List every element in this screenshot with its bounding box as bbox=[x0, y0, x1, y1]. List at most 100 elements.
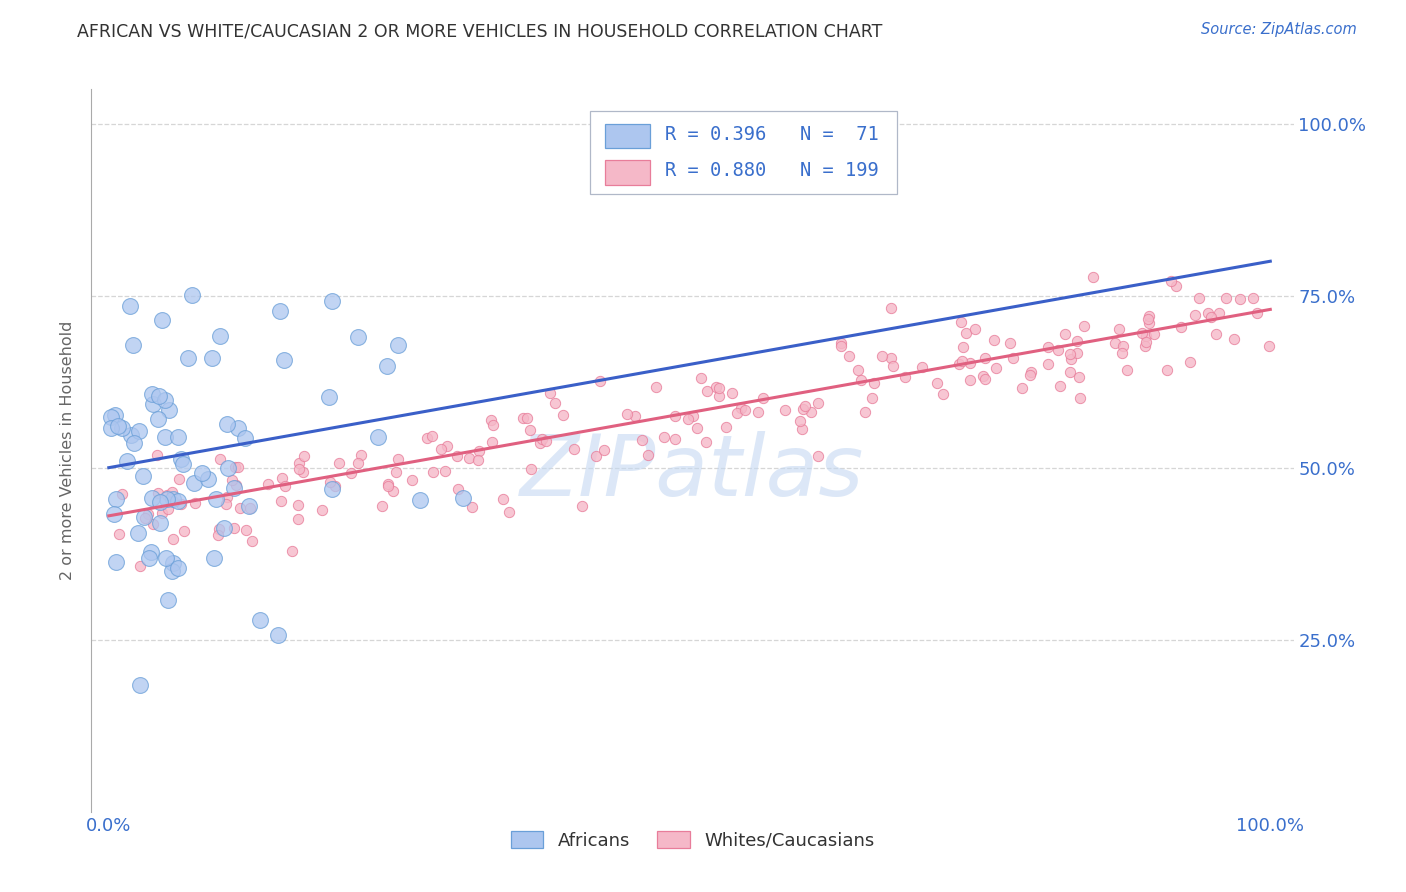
Point bbox=[1133, 339, 1156, 353]
Point bbox=[1111, 346, 1133, 360]
Point bbox=[416, 431, 439, 445]
Point bbox=[730, 401, 752, 416]
Text: Source: ZipAtlas.com: Source: ZipAtlas.com bbox=[1201, 22, 1357, 37]
Point bbox=[862, 376, 884, 390]
Point bbox=[1208, 306, 1230, 320]
Point bbox=[1197, 306, 1219, 320]
Point bbox=[955, 326, 977, 340]
Point bbox=[153, 393, 176, 408]
Point bbox=[233, 431, 256, 445]
Point bbox=[142, 516, 165, 531]
Point bbox=[1184, 308, 1206, 322]
Point bbox=[1036, 340, 1059, 354]
Point bbox=[830, 339, 852, 353]
Point bbox=[207, 528, 229, 542]
Point bbox=[170, 497, 193, 511]
Point bbox=[367, 430, 389, 444]
Point bbox=[166, 561, 188, 575]
Point bbox=[134, 510, 156, 524]
Point bbox=[111, 421, 134, 435]
Point bbox=[959, 373, 981, 387]
Point bbox=[752, 391, 775, 405]
Point bbox=[932, 387, 955, 401]
Point bbox=[637, 448, 659, 462]
Point bbox=[288, 456, 311, 470]
Point bbox=[1156, 363, 1178, 377]
Point bbox=[1246, 306, 1268, 320]
Point bbox=[1069, 392, 1091, 406]
Point bbox=[208, 522, 231, 536]
Point bbox=[512, 410, 534, 425]
Point bbox=[160, 564, 183, 578]
Point bbox=[157, 403, 180, 417]
Point bbox=[720, 386, 742, 401]
Point bbox=[952, 339, 974, 353]
Point bbox=[1000, 335, 1022, 350]
Point bbox=[107, 418, 129, 433]
Point bbox=[181, 288, 204, 302]
Point bbox=[166, 493, 188, 508]
Point bbox=[734, 403, 756, 417]
Point bbox=[177, 351, 200, 366]
Point bbox=[959, 356, 981, 370]
Point bbox=[925, 376, 948, 391]
Point bbox=[963, 322, 986, 336]
Point bbox=[100, 420, 122, 434]
Point bbox=[222, 521, 245, 535]
Point bbox=[157, 592, 180, 607]
Point bbox=[270, 493, 292, 508]
Point bbox=[520, 462, 543, 476]
Point bbox=[789, 414, 811, 428]
Point bbox=[273, 353, 295, 368]
Point bbox=[1199, 310, 1222, 324]
Point bbox=[104, 408, 127, 422]
Point bbox=[204, 492, 226, 507]
Point bbox=[1139, 316, 1161, 330]
Point bbox=[690, 371, 713, 385]
Point bbox=[553, 408, 575, 422]
Point bbox=[1229, 293, 1251, 307]
Point bbox=[287, 512, 309, 526]
Point bbox=[226, 460, 249, 475]
Point bbox=[491, 492, 513, 507]
Point bbox=[686, 420, 709, 434]
Point bbox=[467, 452, 489, 467]
Point bbox=[340, 466, 363, 480]
Point bbox=[139, 544, 162, 558]
Point bbox=[152, 313, 174, 327]
Point bbox=[162, 484, 184, 499]
Point bbox=[321, 294, 343, 309]
Point bbox=[429, 442, 451, 457]
Point bbox=[1258, 339, 1281, 353]
Point bbox=[111, 487, 134, 501]
Text: AFRICAN VS WHITE/CAUCASIAN 2 OR MORE VEHICLES IN HOUSEHOLD CORRELATION CHART: AFRICAN VS WHITE/CAUCASIAN 2 OR MORE VEH… bbox=[77, 22, 883, 40]
Point bbox=[862, 392, 884, 406]
Point bbox=[529, 436, 551, 450]
Point bbox=[138, 550, 160, 565]
Point bbox=[156, 488, 179, 502]
Point bbox=[645, 380, 668, 394]
Point bbox=[1047, 343, 1070, 358]
Point bbox=[446, 449, 468, 463]
Point bbox=[150, 506, 173, 520]
Point bbox=[704, 379, 727, 393]
Point bbox=[162, 532, 184, 546]
Point bbox=[224, 481, 246, 495]
Point bbox=[120, 299, 142, 313]
Point bbox=[461, 500, 484, 514]
Point bbox=[664, 409, 686, 423]
Point bbox=[1143, 327, 1166, 342]
Point bbox=[910, 359, 932, 374]
Point bbox=[562, 442, 585, 457]
Point bbox=[1215, 291, 1237, 305]
Point bbox=[853, 404, 876, 418]
Point bbox=[156, 492, 179, 507]
Point bbox=[1059, 347, 1081, 361]
Point bbox=[949, 315, 972, 329]
Point bbox=[447, 482, 470, 496]
Point bbox=[235, 523, 257, 537]
Point bbox=[870, 350, 893, 364]
Point bbox=[725, 406, 748, 420]
Point bbox=[972, 369, 994, 384]
Point bbox=[800, 405, 823, 419]
